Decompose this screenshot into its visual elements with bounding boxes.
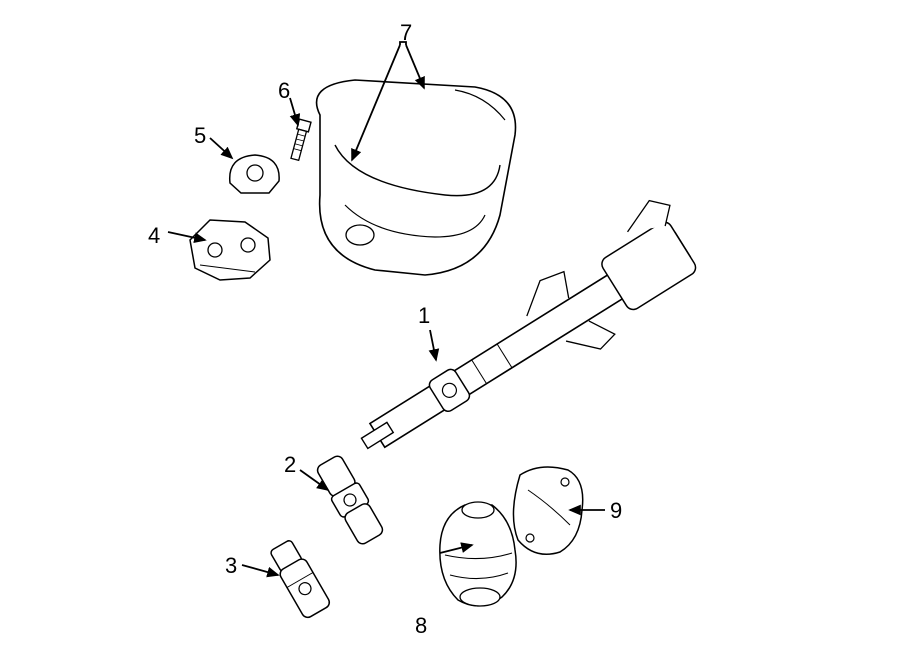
part-lower-shaft <box>267 538 331 620</box>
callout-arrow-4 <box>168 232 205 240</box>
callout-label-4: 4 <box>148 225 160 247</box>
part-hole-cover-plate <box>513 467 582 554</box>
part-dust-boot <box>440 502 516 606</box>
callout-arrow-5 <box>210 138 232 158</box>
callout-arrow-8 <box>440 545 472 553</box>
callout-arrow-6 <box>290 98 298 125</box>
part-clamp-cap <box>230 155 279 193</box>
callout-arrow-7-b <box>352 45 400 160</box>
callout-label-9: 9 <box>610 500 622 522</box>
diagram-canvas: 1 2 3 4 5 6 7 8 9 <box>0 0 900 661</box>
part-universal-joint <box>314 453 387 547</box>
part-steering-column <box>335 193 714 482</box>
callout-label-5: 5 <box>194 125 206 147</box>
callout-arrows <box>0 0 900 661</box>
callout-label-8: 8 <box>415 615 427 637</box>
callout-arrow-2 <box>300 470 328 490</box>
callout-label-2: 2 <box>284 454 296 476</box>
callout-label-6: 6 <box>278 80 290 102</box>
parts-layer <box>0 0 900 661</box>
callout-label-3: 3 <box>225 555 237 577</box>
callout-label-7: 7 <box>400 22 412 44</box>
callout-arrow-3 <box>242 565 278 575</box>
part-mount-bracket <box>190 220 270 280</box>
callout-arrow-1 <box>430 330 436 360</box>
part-bolt <box>289 119 311 161</box>
callout-label-1: 1 <box>418 305 430 327</box>
callout-arrow-7 <box>406 45 424 88</box>
part-column-cover <box>317 80 516 275</box>
